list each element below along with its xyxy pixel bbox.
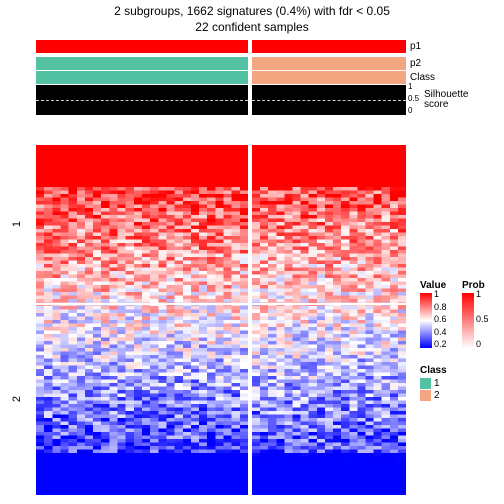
plot-subtitle: 22 confident samples	[0, 20, 504, 34]
annotation-bar	[36, 40, 248, 53]
row-group-label: 2	[11, 396, 23, 402]
legend-prob: Prob10.50	[462, 280, 485, 348]
annotation-bar	[36, 57, 248, 70]
legend-value: Value10.80.60.40.2	[420, 280, 446, 348]
annotation-bar	[36, 71, 248, 84]
annotation-label: Class	[410, 72, 435, 83]
annotation-label: p1	[410, 41, 421, 52]
heatmap-panel	[252, 145, 406, 495]
annotation-bar	[252, 40, 406, 53]
legend-class: Class12	[420, 365, 447, 402]
plot-title: 2 subgroups, 1662 signatures (0.4%) with…	[0, 0, 504, 20]
annotation-label: p2	[410, 58, 421, 69]
annotation-bar	[252, 57, 406, 70]
heatmap-panel	[36, 145, 248, 495]
annotation-bar	[252, 71, 406, 84]
row-group-label: 1	[11, 221, 23, 227]
